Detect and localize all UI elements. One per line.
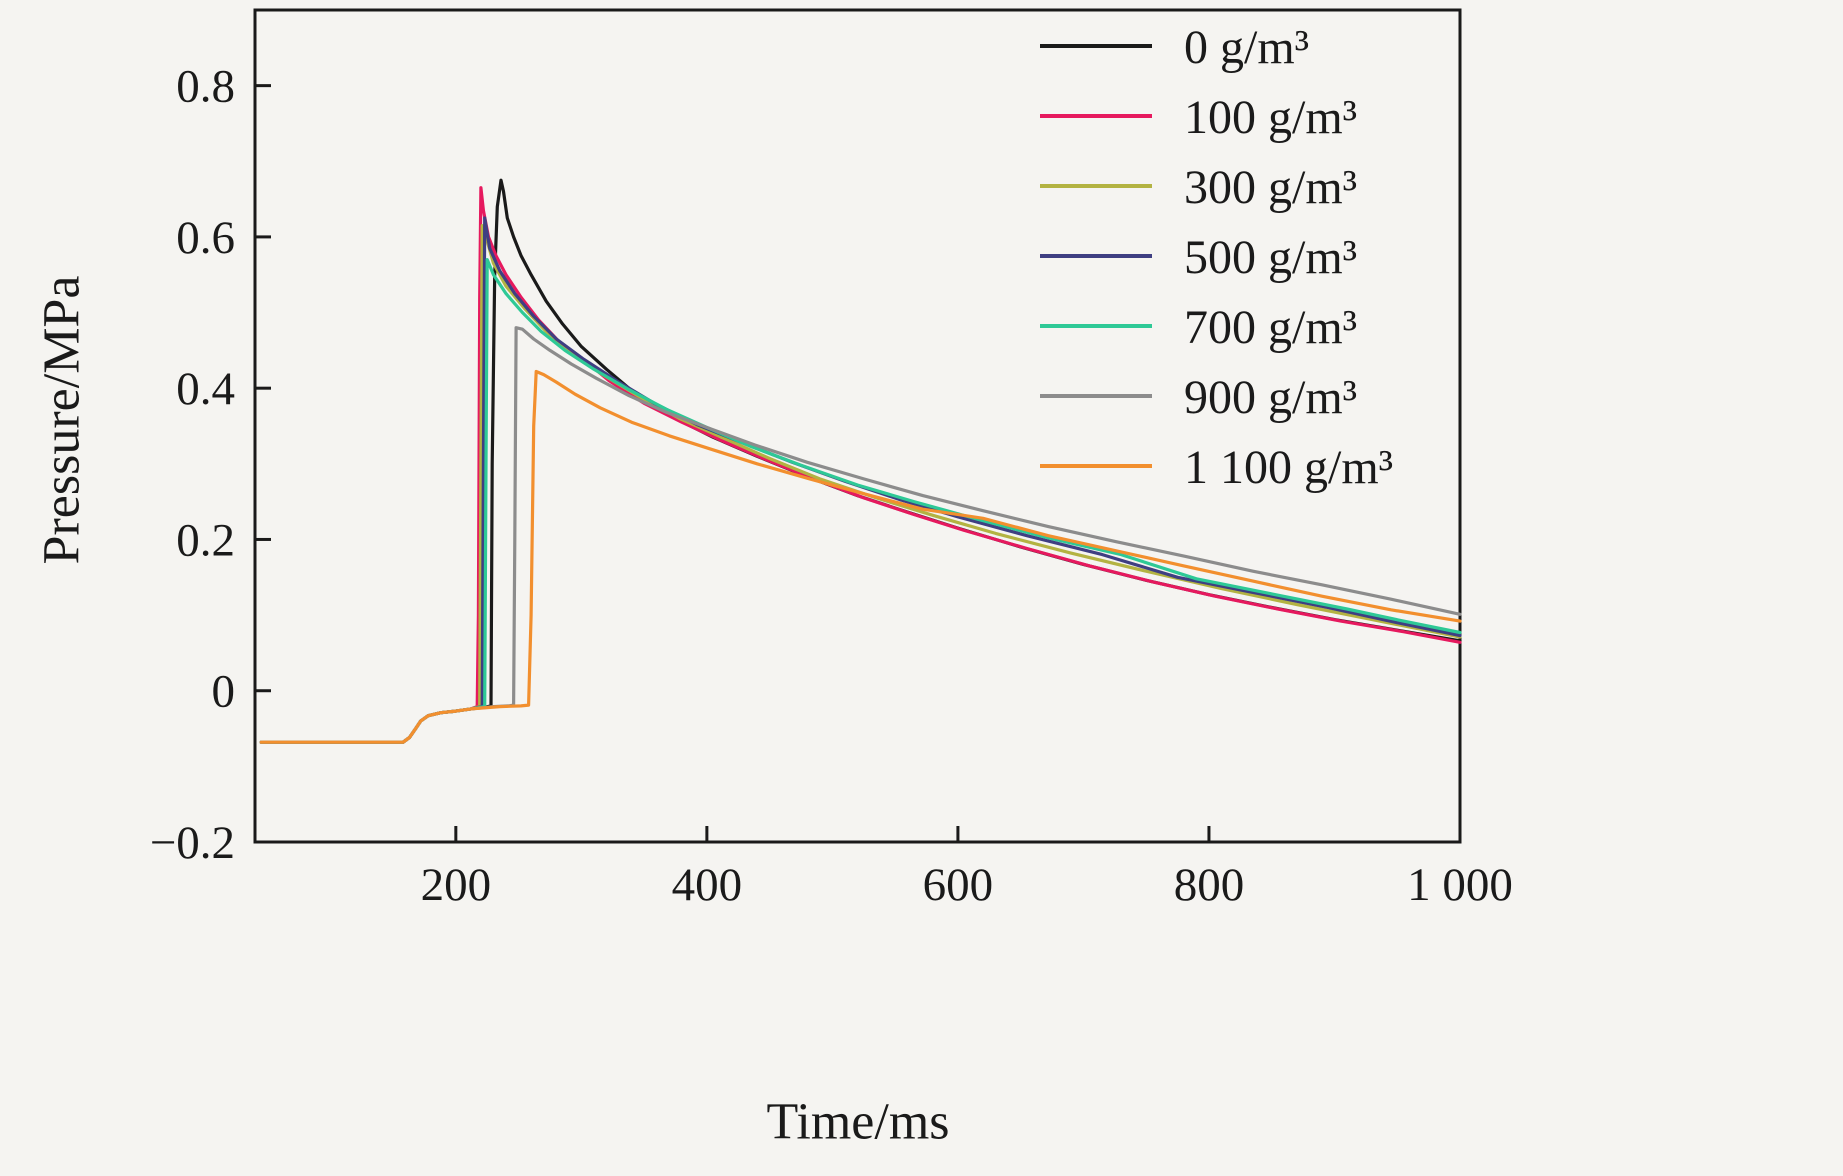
legend-item-label: 100 g/m³ — [1184, 91, 1357, 144]
x-tick-label: 200 — [421, 859, 492, 911]
x-tick-label: 800 — [1174, 859, 1245, 911]
x-tick-label: 1 000 — [1407, 859, 1513, 911]
legend-item-label: 300 g/m³ — [1184, 161, 1357, 214]
x-axis-label: Time/ms — [766, 1093, 950, 1151]
legend-item-label: 700 g/m³ — [1184, 301, 1357, 354]
x-tick-label: 400 — [672, 859, 743, 911]
plot-frame — [253, 8, 1462, 844]
legend-item-label: 900 g/m³ — [1184, 371, 1357, 424]
y-tick-label: 0.6 — [176, 212, 235, 264]
x-tick-label: 600 — [923, 859, 994, 911]
legend-item-label: 500 g/m³ — [1184, 231, 1357, 284]
y-tick-label: 0.8 — [176, 61, 235, 113]
y-tick-label: 0.4 — [176, 363, 235, 415]
legend-item-label: 1 100 g/m³ — [1184, 441, 1393, 494]
y-axis-label: Pressure/MPa — [33, 275, 91, 565]
y-tick-label: 0 — [212, 666, 236, 718]
y-tick-label: 0.2 — [176, 514, 235, 566]
series-curve — [259, 369, 1462, 744]
y-tick-label: −0.2 — [150, 817, 235, 869]
legend-item-label: 0 g/m³ — [1184, 21, 1309, 74]
